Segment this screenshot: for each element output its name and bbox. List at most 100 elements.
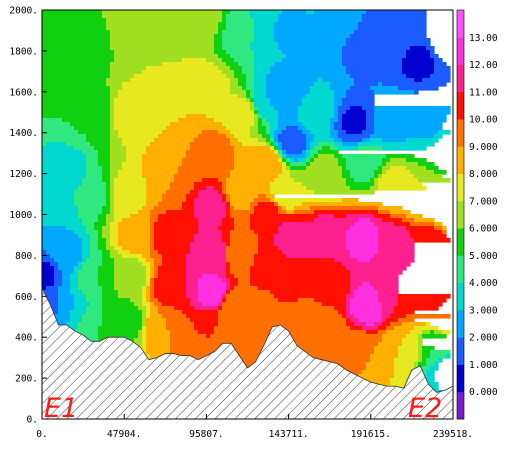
colorbar-label: 10.00	[469, 115, 498, 126]
heatmap-cell	[274, 198, 343, 203]
heatmap-cell	[126, 150, 147, 155]
heatmap-cell	[198, 286, 227, 291]
heatmap-cell	[350, 318, 359, 323]
heatmap-cell	[158, 214, 195, 219]
heatmap-cell	[98, 242, 107, 247]
heatmap-cell	[62, 118, 111, 123]
heatmap-cell	[222, 182, 227, 187]
heatmap-cell	[150, 254, 163, 259]
heatmap-cell	[222, 234, 231, 239]
heatmap-cell	[42, 266, 55, 271]
y-tick-label: 400.	[15, 333, 38, 344]
heatmap-cell	[42, 246, 83, 251]
heatmap-cell	[118, 290, 143, 295]
heatmap-cell	[186, 154, 235, 159]
heatmap-cell	[334, 138, 343, 143]
heatmap-cell	[406, 74, 431, 79]
heatmap-cell	[330, 86, 351, 91]
heatmap-cell	[250, 270, 351, 275]
heatmap-cell	[254, 94, 267, 99]
heatmap-cell	[82, 182, 107, 187]
heatmap-cell	[414, 174, 443, 179]
heatmap-cell	[102, 14, 223, 19]
heatmap-cell	[434, 134, 443, 139]
heatmap-cell	[186, 198, 195, 203]
heatmap-cell	[226, 186, 271, 191]
heatmap-cell	[110, 114, 115, 119]
heatmap-cell	[254, 66, 271, 71]
heatmap-cell	[170, 182, 195, 187]
y-tick-label: 200.	[15, 374, 38, 385]
heatmap-cell	[222, 194, 227, 199]
heatmap-cell	[222, 38, 255, 43]
heatmap-cell	[362, 14, 427, 19]
heatmap-cell	[430, 354, 447, 359]
heatmap-cell	[110, 194, 115, 199]
heatmap-cell	[86, 162, 99, 167]
heatmap-cell	[102, 302, 135, 307]
heatmap-cell	[70, 278, 79, 283]
heatmap-cell	[90, 250, 103, 255]
x-tick-label: 0.	[36, 429, 47, 440]
heatmap-cell	[54, 258, 83, 263]
heatmap-cell	[282, 158, 287, 163]
heatmap-cell	[414, 218, 435, 223]
heatmap-cell	[226, 290, 231, 295]
heatmap-cell	[74, 302, 91, 307]
heatmap-cell	[110, 94, 119, 99]
heatmap-cell	[222, 198, 227, 203]
heatmap-cell	[114, 190, 147, 195]
heatmap-cell	[86, 294, 103, 299]
heatmap-cell	[298, 158, 307, 163]
heatmap-cell	[58, 266, 75, 271]
heatmap-cell	[422, 334, 447, 339]
heatmap-cell	[170, 186, 195, 191]
heatmap-cell	[358, 26, 427, 31]
heatmap-cell	[434, 70, 451, 75]
heatmap-cell	[42, 242, 83, 247]
heatmap-cell	[434, 62, 447, 67]
heatmap-cell	[254, 198, 271, 203]
heatmap-cell	[102, 166, 111, 171]
heatmap-cell	[74, 194, 107, 199]
heatmap-cell	[54, 266, 59, 271]
heatmap-cell	[358, 218, 371, 223]
heatmap-cell	[254, 38, 275, 43]
heatmap-cell	[346, 214, 375, 219]
heatmap-cell	[66, 322, 79, 327]
heatmap-cell	[346, 90, 375, 95]
heatmap-cell	[102, 206, 111, 211]
heatmap-cell	[382, 334, 407, 339]
heatmap-cell	[146, 326, 167, 331]
heatmap-cell	[262, 114, 279, 119]
heatmap-cell	[370, 218, 383, 223]
heatmap-cell	[418, 334, 423, 339]
heatmap-cell	[142, 318, 147, 323]
heatmap-cell	[226, 182, 271, 187]
heatmap-cell	[442, 330, 451, 335]
heatmap-cell	[374, 286, 399, 291]
heatmap-cell	[234, 154, 279, 159]
heatmap-cell	[390, 314, 407, 319]
heatmap-cell	[150, 230, 155, 235]
heatmap-cell	[150, 262, 155, 267]
heatmap-cell	[418, 350, 423, 355]
heatmap-cell	[138, 334, 143, 339]
colorbar-label: 3.000	[469, 305, 498, 316]
heatmap-cell	[382, 318, 387, 323]
heatmap-cell	[106, 82, 123, 87]
heatmap-cell	[358, 22, 427, 27]
heatmap-cell	[78, 206, 103, 211]
heatmap-cell	[90, 246, 99, 251]
heatmap-cell	[102, 314, 143, 319]
heatmap-cell	[282, 150, 287, 155]
heatmap-cell	[150, 270, 155, 275]
heatmap-cell	[322, 78, 355, 83]
heatmap-cell	[310, 86, 331, 91]
heatmap-cell	[114, 214, 131, 219]
heatmap-cell	[254, 102, 271, 107]
heatmap-cell	[346, 266, 407, 271]
heatmap-cell	[98, 326, 143, 331]
heatmap-cell	[42, 30, 111, 35]
heatmap-cell	[58, 286, 71, 291]
